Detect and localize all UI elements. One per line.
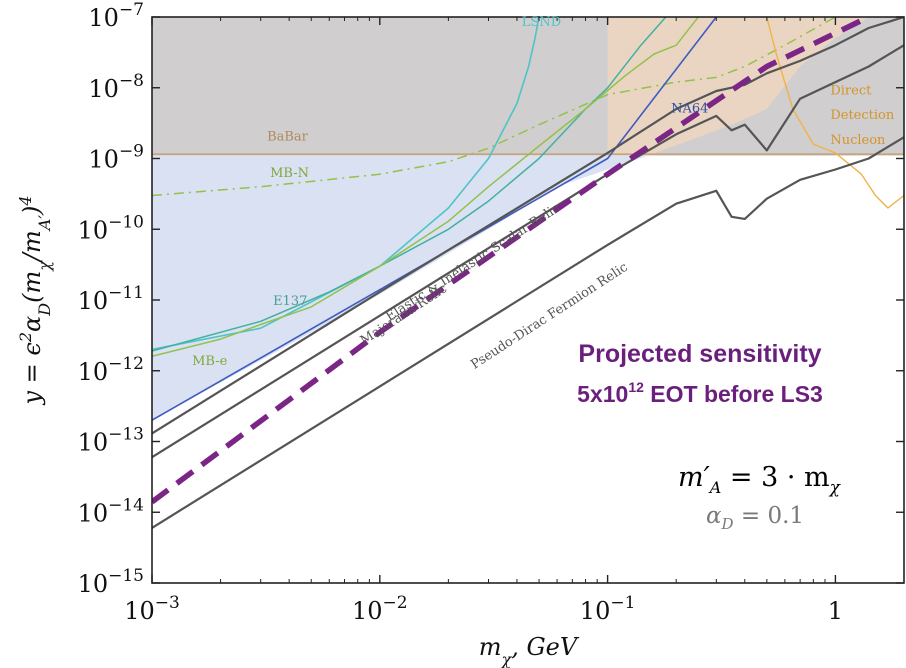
x-tick-label: 10−2 — [352, 593, 408, 625]
svg-text:mχ, GeV: mχ, GeV — [479, 633, 580, 668]
coupling-formula: αD = 0.1 — [706, 503, 804, 533]
y-axis-label: y = ϵ2αD(mχ/mA′)4 — [16, 195, 54, 405]
y-tick-label: 10−11 — [78, 283, 144, 315]
y-tick-label: 10−9 — [88, 142, 144, 174]
projection-annotation: Projected sensitivity 5x1012 EOT before … — [577, 340, 823, 407]
y-tick-label: 10−10 — [78, 212, 144, 244]
mass-ratio-formula: m′A = 3 · mχ — [678, 462, 842, 498]
y-tick-label: 10−13 — [78, 425, 144, 457]
x-tick-label: 10−1 — [580, 593, 636, 625]
series-direct-detection — [766, 17, 904, 209]
y-tick-label: 10−7 — [88, 0, 144, 32]
axes: 10−3 10−2 10−1 110−710−810−910−1010−1110−12… — [78, 0, 905, 625]
series-elastic-inelastic-scalar-relic — [152, 17, 904, 435]
series-majorana-relic — [152, 44, 904, 459]
region-thermal-target-1 — [152, 155, 648, 421]
projection-subtitle: 5x1012 EOT before LS3 — [577, 379, 823, 407]
label-mb-e: MB-e — [192, 354, 227, 369]
series-lsnd — [152, 17, 540, 351]
x-tick-label: 10−3 — [124, 593, 180, 625]
label-e137: E137 — [273, 294, 307, 309]
series-e137 — [152, 17, 667, 352]
svg-text:m′A = 3 · mχ: m′A = 3 · mχ — [678, 462, 842, 498]
label-direct: Direct — [830, 84, 872, 99]
series-projected-sensitivity — [152, 17, 870, 505]
series-mb-n — [152, 17, 836, 197]
series-pseudo-dirac-fermion-relic — [152, 136, 904, 529]
y-tick-label: 10−8 — [88, 71, 144, 103]
curves — [152, 17, 904, 529]
label-nucleon: Nucleon — [830, 133, 886, 148]
label-na64: NA64 — [671, 101, 708, 116]
label-babar: BaBar — [267, 129, 309, 144]
y-tick-label: 10−15 — [78, 566, 144, 598]
y-tick-label: 10−12 — [78, 354, 144, 386]
x-axis-label: mχ, GeV — [479, 633, 580, 668]
label-lsnd: LSND — [522, 15, 561, 30]
x-tick-label: 1 — [828, 597, 843, 625]
series-mb-e — [152, 17, 699, 358]
svg-text:αD = 0.1: αD = 0.1 — [706, 503, 804, 533]
series-na64 — [152, 17, 717, 421]
svg-text:y = ϵ2αD(mχ/mA′)4: y = ϵ2αD(mχ/mA′)4 — [16, 195, 54, 405]
y-tick-label: 10−14 — [78, 495, 144, 527]
label-mb-n: MB-N — [270, 166, 309, 181]
label-detection: Detection — [830, 108, 895, 123]
projection-title: Projected sensitivity — [578, 340, 821, 368]
